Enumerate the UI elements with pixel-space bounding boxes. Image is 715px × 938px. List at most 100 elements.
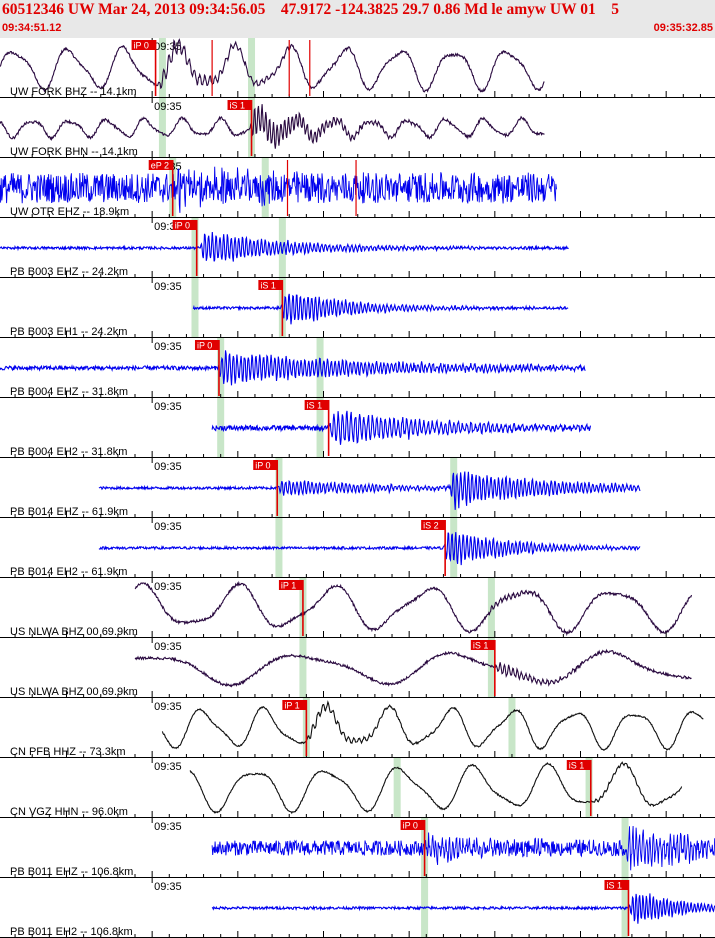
theoretical-arrival-band xyxy=(585,758,593,818)
waveform-line xyxy=(211,410,592,445)
phase-pick-flag xyxy=(278,580,303,590)
tick-label: 09:35 xyxy=(154,461,182,473)
trace-panel: 09:35 iP 0 UW FORK BHZ -- 14.1km 09:35 iS 1 U… xyxy=(0,38,715,938)
trace-row: 09:35 iS 1 PB B003 EH1 -- 24.2km xyxy=(0,278,715,338)
theoretical-arrival-band xyxy=(393,758,401,818)
theoretical-arrival-band xyxy=(450,518,458,578)
theoretical-arrival-band xyxy=(248,38,256,98)
station-label: PB B003 EH1 -- 24.2km xyxy=(10,326,127,338)
trace-row: 09:35eP 2UW OTR EHZ -- 18.9km xyxy=(0,158,715,218)
waveform-line xyxy=(211,893,715,924)
phase-pick-flag xyxy=(194,340,219,350)
station-label: PB B011 EH2 -- 106.8km xyxy=(10,926,133,938)
tick-label: 09:35 xyxy=(154,581,182,593)
phase-pick-label: iS 1 xyxy=(606,881,622,891)
phase-pick-label: iS 1 xyxy=(473,641,489,651)
waveform-line xyxy=(134,648,692,688)
phase-pick-flag xyxy=(258,280,283,290)
waveform-line xyxy=(0,231,569,262)
tick-label: 09:35 xyxy=(154,821,182,833)
tick-label: 09:35 xyxy=(154,521,182,533)
phase-pick-flag xyxy=(470,640,495,650)
phase-pick-label: iP 0 xyxy=(197,341,212,351)
trace-row: 09:35 iS 1 US NLWA BHZ 00 69.9km xyxy=(0,638,715,698)
phase-pick-label: iP 0 xyxy=(403,821,418,831)
station-label: US NLWA BHZ 00 69.9km xyxy=(10,686,138,698)
phase-pick-flag xyxy=(400,820,425,830)
phase-pick-flag xyxy=(227,100,252,110)
trace-row: 09:35 iP 0 PB B011 EHZ -- 106.8km xyxy=(0,818,715,878)
trace-row: 09:35 iS 1 UW FORK BHN -- 14.1km xyxy=(0,98,715,158)
station-label: PB B011 EHZ -- 106.8km xyxy=(10,866,133,878)
waveform-line xyxy=(98,532,641,566)
phase-pick-flag xyxy=(421,520,446,530)
phase-pick-label: eP 2 xyxy=(151,161,169,171)
phase-pick-flag xyxy=(253,460,278,470)
tick-label: 09:35 xyxy=(154,881,182,893)
phase-pick-flag xyxy=(282,700,307,710)
tick-label: 09:35 xyxy=(154,341,182,353)
waveform-line xyxy=(0,350,586,386)
station-label: PB B014 EHZ -- 61.9km xyxy=(10,506,128,518)
phase-pick-label: iP 1 xyxy=(284,701,299,711)
station-label: PB B004 EHZ -- 31.8km xyxy=(10,386,128,398)
window-end-time: 09:35:32.85 xyxy=(653,22,713,34)
phase-pick-label: iP 0 xyxy=(255,461,270,471)
station-label: CN VGZ HHN -- 96.0km xyxy=(10,806,128,818)
phase-pick-label: iP 0 xyxy=(134,41,149,51)
waveform-line xyxy=(189,761,683,815)
phase-pick-label: iS 1 xyxy=(307,401,323,411)
waveform-line xyxy=(0,38,545,93)
trace-row: 09:35 iS 2 PB B014 EH2 -- 61.9km xyxy=(0,518,715,578)
trace-row: 09:35 iP 0 PB B004 EHZ -- 31.8km xyxy=(0,338,715,398)
waveform-line xyxy=(161,700,704,751)
tick-label: 09:35 xyxy=(154,761,182,773)
station-label: PB B003 EHZ -- 24.2km xyxy=(10,266,128,278)
theoretical-arrival-band xyxy=(621,818,629,878)
station-label: US NLWA BHZ 00 69.9km xyxy=(10,626,138,638)
phase-pick-label: iP 0 xyxy=(175,221,190,231)
theoretical-arrival-band xyxy=(508,698,516,758)
station-label: UW FORK BHZ -- 14.1km xyxy=(10,86,137,98)
waveform-line xyxy=(0,166,557,213)
waveform-line xyxy=(134,580,693,637)
trace-row: 09:35 iS 1 PB B004 EH2 -- 31.8km xyxy=(0,398,715,458)
phase-pick-label: iS 1 xyxy=(569,761,585,771)
theoretical-arrival-band xyxy=(217,398,225,458)
theoretical-arrival-band xyxy=(158,38,166,98)
phase-pick-flag xyxy=(172,220,197,230)
trace-row: 09:35 iS 1 PB B011 EH2 -- 106.8km xyxy=(0,878,715,938)
trace-row: 09:35 iP 1 US NLWA BHZ 00 69.9km xyxy=(0,578,715,638)
tick-label: 09:35 xyxy=(154,701,182,713)
trace-row: 09:35 iS 1 CN VGZ HHN -- 96.0km xyxy=(0,758,715,818)
station-label: UW OTR EHZ -- 18.9km xyxy=(10,206,129,218)
phase-pick-label: iS 2 xyxy=(423,521,439,531)
station-label: UW FORK BHN -- 14.1km xyxy=(10,146,138,158)
phase-pick-flag xyxy=(566,760,591,770)
station-label: CN PFB HHZ -- 73.3km xyxy=(10,746,126,758)
station-label: PB B014 EH2 -- 61.9km xyxy=(10,566,127,578)
waveform-line xyxy=(192,293,569,325)
tick-label: 09:35 xyxy=(154,641,182,653)
phase-pick-label: iP 1 xyxy=(281,581,296,591)
trace-row: 09:35 iP 1 CN PFB HHZ -- 73.3km xyxy=(0,698,715,758)
tick-label: 09:35 xyxy=(154,401,182,413)
event-title: 60512346 UW Mar 24, 2013 09:34:56.05 47.… xyxy=(2,1,619,18)
phase-pick-flag xyxy=(131,40,156,50)
phase-pick-flag xyxy=(304,400,329,410)
phase-pick-label: iS 1 xyxy=(260,281,276,291)
station-label: PB B004 EH2 -- 31.8km xyxy=(10,446,127,458)
theoretical-arrival-band xyxy=(158,98,166,158)
phase-pick-label: iS 1 xyxy=(230,101,246,111)
waveform-line xyxy=(0,104,545,149)
theoretical-arrival-band xyxy=(316,338,324,398)
phase-pick-flag xyxy=(148,160,173,170)
waveform-line xyxy=(211,825,715,871)
tick-label: 09:35 xyxy=(154,281,182,293)
tick-label: 09:35 xyxy=(154,101,182,113)
window-start-time: 09:34:51.12 xyxy=(2,22,62,34)
phase-pick-flag xyxy=(604,880,629,890)
theoretical-arrival-band xyxy=(278,218,286,278)
